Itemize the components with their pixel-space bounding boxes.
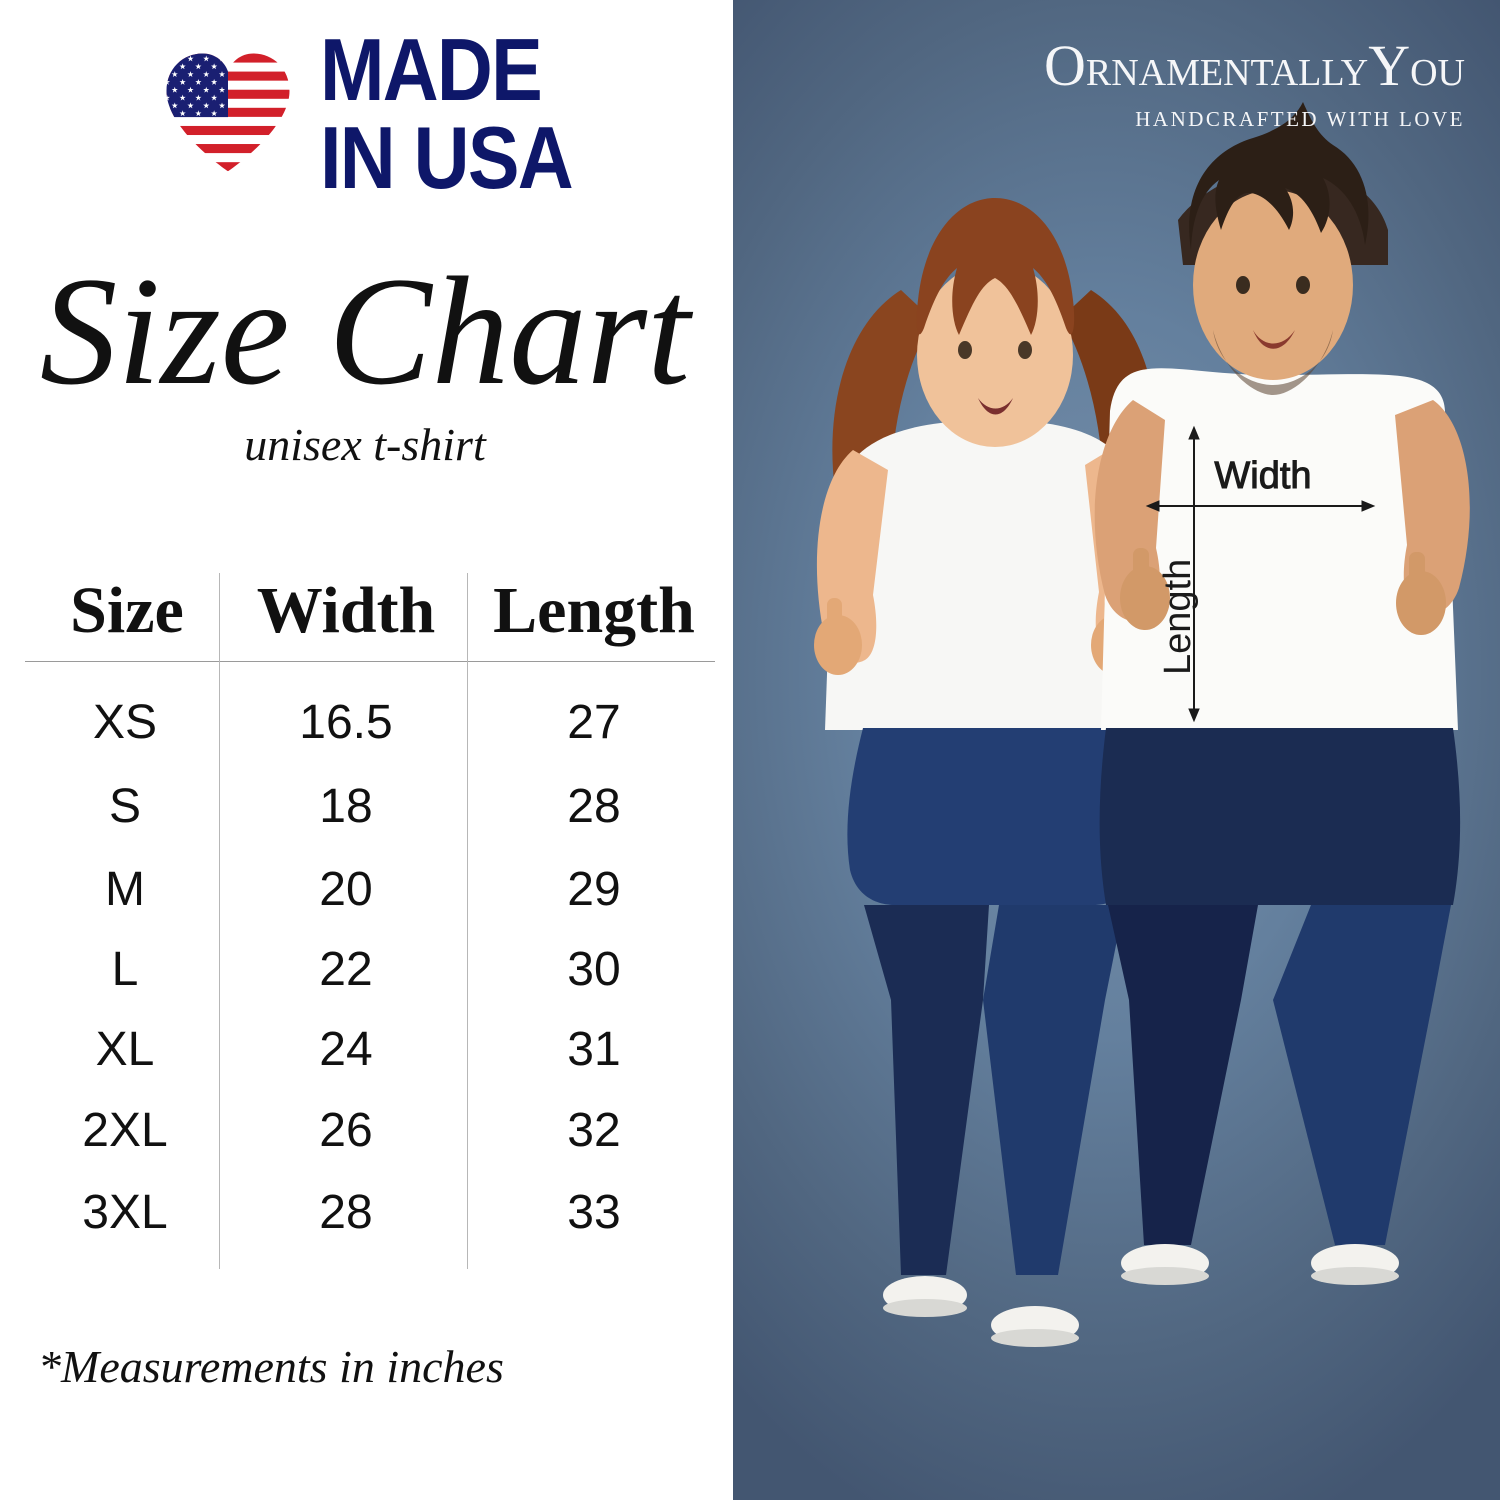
svg-text:Width: Width: [1214, 455, 1311, 497]
